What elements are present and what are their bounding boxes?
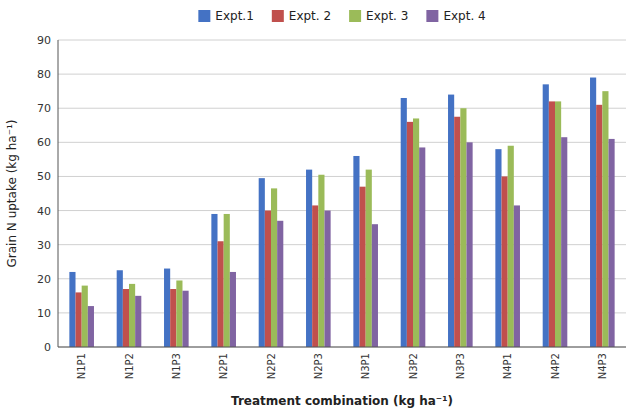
bar xyxy=(312,205,318,347)
bar xyxy=(549,101,555,347)
bar xyxy=(360,187,366,347)
bar xyxy=(502,176,508,347)
grid-line xyxy=(58,142,626,143)
bar xyxy=(353,156,359,347)
bar xyxy=(129,284,135,347)
x-tick-label: N3P3 xyxy=(455,353,466,379)
bar xyxy=(407,122,413,347)
legend-swatch xyxy=(272,10,284,22)
x-tick-label: N2P3 xyxy=(313,353,324,379)
legend: Expt.1 Expt. 2 Expt. 3 Expt. 4 xyxy=(198,9,485,23)
bar xyxy=(555,101,561,347)
bar xyxy=(211,214,217,347)
legend-label: Expt. 3 xyxy=(366,9,408,23)
legend-item: Expt. 2 xyxy=(272,9,331,23)
bar xyxy=(318,175,324,347)
bar xyxy=(164,269,170,347)
bar xyxy=(135,296,141,347)
bar xyxy=(419,147,425,347)
x-tick-label: N1P3 xyxy=(171,353,182,379)
bar xyxy=(608,139,614,347)
bar xyxy=(460,108,466,347)
y-tick-label: 0 xyxy=(44,341,51,354)
grid-line xyxy=(58,312,626,313)
bar xyxy=(508,146,514,347)
bar xyxy=(88,306,94,347)
legend-swatch xyxy=(349,10,361,22)
grid-line xyxy=(58,108,626,109)
chart: 0 10 20 30 40 50 60 70 80 90 N1P1 N1P2 N1P3 N2P1 N2P2 N… xyxy=(0,0,640,413)
legend-item: Expt.1 xyxy=(198,9,253,23)
legend-swatch xyxy=(198,10,210,22)
bar xyxy=(271,188,277,347)
bar xyxy=(561,137,567,347)
bar xyxy=(602,91,608,347)
bar xyxy=(454,117,460,347)
grid-line xyxy=(58,244,626,245)
y-axis-label: Grain N uptake (kg ha⁻¹) xyxy=(5,120,19,268)
y-tick-label: 20 xyxy=(37,273,51,286)
x-axis-label: Treatment combination (kg ha⁻¹) xyxy=(231,394,453,408)
bar xyxy=(324,211,330,347)
legend-label: Expt.1 xyxy=(215,9,253,23)
legend-item: Expt. 4 xyxy=(426,9,485,23)
y-tick-label: 50 xyxy=(37,170,51,183)
x-tick-label: N3P2 xyxy=(408,353,419,379)
x-tick-label: N4P2 xyxy=(550,353,561,379)
x-tick-label: N4P1 xyxy=(502,353,513,379)
x-tick-label: N1P1 xyxy=(76,353,87,379)
bar xyxy=(259,178,265,347)
grid xyxy=(58,40,626,347)
bar xyxy=(176,280,182,347)
bar xyxy=(590,78,596,347)
y-tick-label: 70 xyxy=(37,102,51,115)
bar xyxy=(82,286,88,347)
bar xyxy=(117,270,123,347)
bar xyxy=(466,142,472,347)
x-tick-label: N3P1 xyxy=(360,353,371,379)
grid-line xyxy=(58,40,626,41)
bar xyxy=(543,84,549,347)
bar xyxy=(69,272,75,347)
x-tick-label: N4P3 xyxy=(597,353,608,379)
y-tick-label: 60 xyxy=(37,136,51,149)
legend-swatch xyxy=(426,10,438,22)
bar xyxy=(218,241,224,347)
bar xyxy=(495,149,501,347)
bar xyxy=(224,214,230,347)
bar xyxy=(170,289,176,347)
bar xyxy=(372,224,378,347)
legend-label: Expt. 4 xyxy=(443,9,485,23)
bar xyxy=(265,211,271,347)
grid-line xyxy=(58,74,626,75)
bar xyxy=(366,170,372,347)
legend-item: Expt. 3 xyxy=(349,9,408,23)
bar xyxy=(401,98,407,347)
x-tick-label: N1P2 xyxy=(124,353,135,379)
y-tick-label: 30 xyxy=(37,239,51,252)
bar xyxy=(230,272,236,347)
bar xyxy=(413,118,419,347)
bar xyxy=(596,105,602,347)
bar xyxy=(306,170,312,347)
y-tick-label: 10 xyxy=(37,307,51,320)
bar xyxy=(277,221,283,347)
grid-line xyxy=(58,278,626,279)
x-tick-label: N2P1 xyxy=(218,353,229,379)
y-tick-label: 40 xyxy=(37,205,51,218)
bar xyxy=(76,292,82,347)
y-axis xyxy=(58,40,59,347)
x-axis xyxy=(58,347,626,348)
bar xyxy=(514,205,520,347)
y-tick-label: 80 xyxy=(37,68,51,81)
bar xyxy=(448,95,454,347)
bar xyxy=(182,291,188,347)
y-tick-label: 90 xyxy=(37,34,51,47)
grid-line xyxy=(58,347,626,348)
x-tick-label: N2P2 xyxy=(266,353,277,379)
bar xyxy=(123,289,129,347)
grid-line xyxy=(58,176,626,177)
grid-line xyxy=(58,210,626,211)
legend-label: Expt. 2 xyxy=(289,9,331,23)
